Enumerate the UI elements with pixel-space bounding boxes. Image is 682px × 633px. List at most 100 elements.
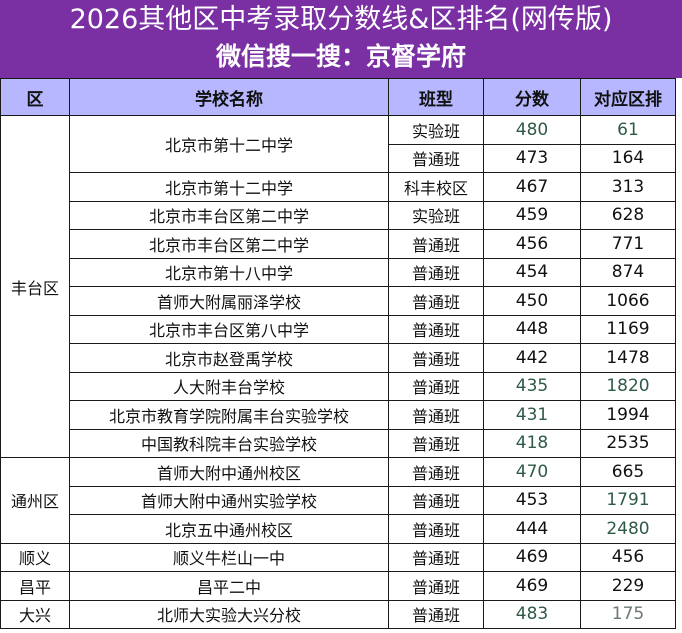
rank-cell: 229 bbox=[580, 571, 676, 601]
rank-cell: 1169 bbox=[580, 314, 676, 344]
score-table: 区 学校名称 班型 分数 对应区排 丰台区 北京市第十二中学 实验班 480 6… bbox=[0, 78, 676, 629]
school-cell: 北师大实验大兴分校 bbox=[69, 599, 389, 629]
page-title: 2026其他区中考录取分数线&区排名(网传版) bbox=[69, 4, 613, 35]
score-cell: 435 bbox=[483, 371, 581, 401]
table-row: 北京市第十八中学 普通班 454 874 bbox=[1, 257, 676, 287]
rank-cell: 1066 bbox=[580, 286, 676, 316]
score-cell: 469 bbox=[483, 542, 581, 572]
school-cell: 人大附丰台学校 bbox=[69, 371, 389, 401]
rank-cell: 456 bbox=[580, 542, 676, 572]
rank-cell: 61 bbox=[580, 115, 676, 145]
rank-cell: 1791 bbox=[580, 485, 676, 515]
score-cell: 467 bbox=[483, 172, 581, 202]
column-header-score: 分数 bbox=[483, 78, 581, 116]
rank-cell: 313 bbox=[580, 172, 676, 202]
class-type-cell: 普通班 bbox=[388, 400, 484, 430]
header-banner: 2026其他区中考录取分数线&区排名(网传版) 微信搜一搜：京督学府 bbox=[0, 0, 682, 78]
table-row: 中国教科院丰台实验学校 普通班 418 2535 bbox=[1, 428, 676, 458]
score-cell: 469 bbox=[483, 571, 581, 601]
district-cell: 丰台区 bbox=[0, 115, 70, 458]
school-cell: 北京市第十二中学 bbox=[69, 172, 389, 202]
rank-cell: 2535 bbox=[580, 428, 676, 458]
score-cell: 431 bbox=[483, 400, 581, 430]
rank-cell: 874 bbox=[580, 257, 676, 287]
score-cell: 453 bbox=[483, 485, 581, 515]
score-cell: 473 bbox=[483, 143, 581, 173]
table-row: 北京市第十二中学 科丰校区 467 313 bbox=[1, 172, 676, 202]
score-cell: 454 bbox=[483, 257, 581, 287]
school-cell: 中国教科院丰台实验学校 bbox=[69, 428, 389, 458]
school-cell: 北京五中通州校区 bbox=[69, 514, 389, 544]
score-cell: 480 bbox=[483, 115, 581, 145]
column-header-rank: 对应区排 bbox=[580, 78, 676, 116]
table-row: 丰台区 北京市第十二中学 实验班 480 61 bbox=[0, 115, 676, 458]
rank-cell: 164 bbox=[580, 143, 676, 173]
score-cell: 470 bbox=[483, 457, 581, 487]
rank-cell: 1820 bbox=[580, 371, 676, 401]
table-row: 北京市赵登禹学校 普通班 442 1478 bbox=[1, 343, 676, 373]
district-cell: 通州区 bbox=[0, 457, 70, 544]
school-cell: 北京市赵登禹学校 bbox=[69, 343, 389, 373]
class-type-cell: 普通班 bbox=[388, 599, 484, 629]
class-type-cell: 普通班 bbox=[388, 542, 484, 572]
table-row: 北京市丰台区第二中学 普通班 456 771 bbox=[1, 229, 676, 259]
score-cell: 450 bbox=[483, 286, 581, 316]
class-type-cell: 普通班 bbox=[388, 314, 484, 344]
school-cell: 昌平二中 bbox=[69, 571, 389, 601]
school-cell: 首师大附中通州校区 bbox=[69, 457, 389, 487]
rank-cell: 628 bbox=[580, 200, 676, 230]
class-type-cell: 普通班 bbox=[388, 257, 484, 287]
score-cell: 456 bbox=[483, 229, 581, 259]
table-row: 顺义 顺义牛栏山一中 普通班 469 456 bbox=[0, 542, 676, 572]
class-type-cell: 普通班 bbox=[388, 514, 484, 544]
class-type-cell: 普通班 bbox=[388, 286, 484, 316]
score-cell: 459 bbox=[483, 200, 581, 230]
class-type-cell: 实验班 bbox=[388, 200, 484, 230]
school-cell: 北京市丰台区第二中学 bbox=[69, 200, 389, 230]
page-subtitle: 微信搜一搜：京督学府 bbox=[215, 42, 466, 71]
score-cell: 448 bbox=[483, 314, 581, 344]
class-type-cell: 实验班 bbox=[388, 115, 484, 145]
class-type-cell: 普通班 bbox=[388, 457, 484, 487]
class-type-cell: 科丰校区 bbox=[388, 172, 484, 202]
class-type-cell: 普通班 bbox=[388, 428, 484, 458]
district-cell: 顺义 bbox=[0, 542, 70, 572]
rank-cell: 665 bbox=[580, 457, 676, 487]
class-type-cell: 普通班 bbox=[388, 571, 484, 601]
table-header-row: 区 学校名称 班型 分数 对应区排 bbox=[0, 78, 676, 116]
table-row: 北京五中通州校区 普通班 444 2480 bbox=[1, 514, 676, 544]
column-header-school: 学校名称 bbox=[69, 78, 389, 116]
table-row: 北京市丰台区第八中学 普通班 448 1169 bbox=[1, 314, 676, 344]
school-cell: 首师大附中通州实验学校 bbox=[69, 485, 389, 515]
rank-cell: 1994 bbox=[580, 400, 676, 430]
column-header-class-type: 班型 bbox=[388, 78, 484, 116]
class-type-cell: 普通班 bbox=[388, 371, 484, 401]
district-cell: 大兴 bbox=[0, 599, 70, 629]
score-cell: 418 bbox=[483, 428, 581, 458]
class-type-cell: 普通班 bbox=[388, 143, 484, 173]
school-cell: 北京市教育学院附属丰台实验学校 bbox=[69, 400, 389, 430]
table-row: 人大附丰台学校 普通班 435 1820 bbox=[1, 371, 676, 401]
school-cell: 北京市丰台区第八中学 bbox=[69, 314, 389, 344]
table-row: 北京市丰台区第二中学 实验班 459 628 bbox=[1, 200, 676, 230]
school-cell: 顺义牛栏山一中 bbox=[69, 542, 389, 572]
school-cell: 北京市丰台区第二中学 bbox=[69, 229, 389, 259]
school-cell: 首师大附属丽泽学校 bbox=[69, 286, 389, 316]
rank-cell: 2480 bbox=[580, 514, 676, 544]
rank-cell: 1478 bbox=[580, 343, 676, 373]
table-row: 通州区 首师大附中通州校区 普通班 470 665 bbox=[0, 457, 676, 544]
school-cell: 北京市第十二中学 bbox=[69, 115, 389, 173]
class-type-cell: 普通班 bbox=[388, 229, 484, 259]
district-cell: 昌平 bbox=[0, 571, 70, 601]
rank-cell: 771 bbox=[580, 229, 676, 259]
class-type-cell: 普通班 bbox=[388, 343, 484, 373]
column-header-district: 区 bbox=[0, 78, 70, 116]
table-row: 大兴 北师大实验大兴分校 普通班 483 175 bbox=[0, 599, 676, 629]
class-type-cell: 普通班 bbox=[388, 485, 484, 515]
table-row: 普通班 473 164 bbox=[1, 143, 676, 173]
score-cell: 444 bbox=[483, 514, 581, 544]
rank-cell: 175 bbox=[580, 599, 676, 629]
table-row: 昌平 昌平二中 普通班 469 229 bbox=[0, 571, 676, 601]
score-cell: 442 bbox=[483, 343, 581, 373]
